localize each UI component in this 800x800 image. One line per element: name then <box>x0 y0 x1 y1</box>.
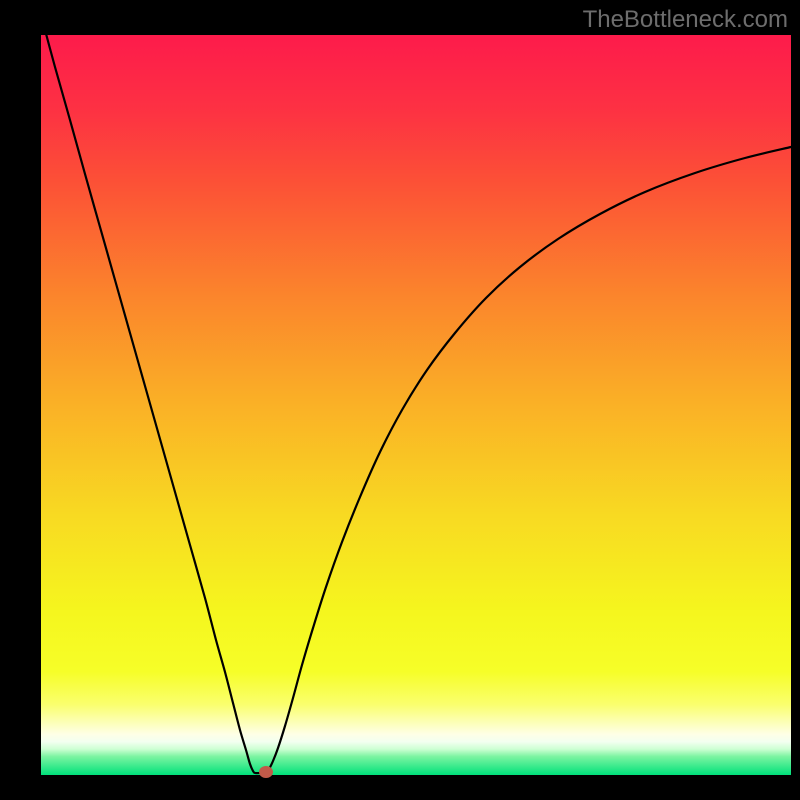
watermark-text: TheBottleneck.com <box>583 6 788 34</box>
chart-container: TheBottleneck.com <box>0 0 800 800</box>
plot-background <box>41 35 791 775</box>
bottleneck-chart <box>0 0 800 800</box>
optimum-marker <box>259 766 273 778</box>
